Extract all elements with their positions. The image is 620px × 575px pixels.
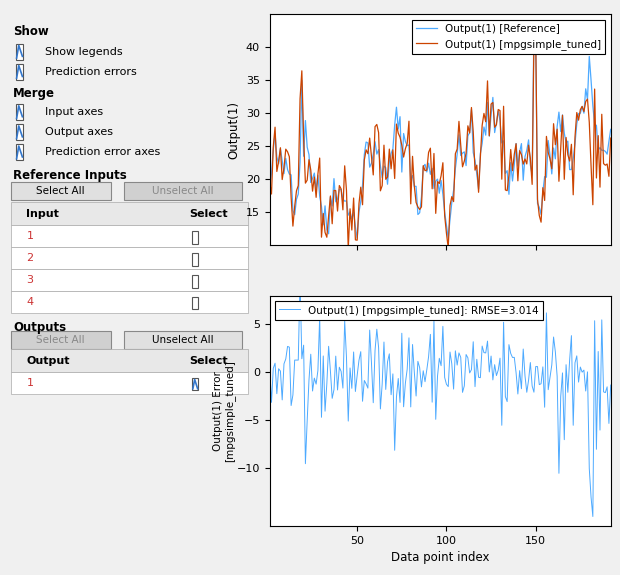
FancyBboxPatch shape (16, 44, 23, 60)
FancyBboxPatch shape (11, 331, 110, 349)
Output(1) [Reference] (463, 162, 470, 169)
Output(1) [mpgsimple_tuned] (345, 245, 352, 252)
Text: Output: Output (26, 355, 70, 366)
FancyBboxPatch shape (124, 331, 242, 349)
Line: Output(1) [mpgsimple_tuned]: Output(1) [mpgsimple_tuned] (270, 37, 611, 248)
Line: Output(1) [Reference]: Output(1) [Reference] (270, 28, 611, 238)
Text: Show: Show (13, 25, 49, 38)
Text: Output axes: Output axes (45, 127, 113, 137)
Text: 2: 2 (26, 253, 33, 263)
Output(1) [mpgsimple_tuned]: RMSE=3.014: (98, 4.8): RMSE=3.014: (98, 4.8) (439, 323, 446, 330)
Output(1) [Reference] (439, 191, 446, 198)
FancyBboxPatch shape (16, 104, 23, 120)
Output(1) [mpgsimple_tuned] (439, 159, 446, 166)
Text: Input axes: Input axes (45, 107, 103, 117)
Output(1) [Reference] (353, 235, 361, 242)
Text: Outputs: Outputs (13, 321, 66, 333)
Output(1) [mpgsimple_tuned] (307, 167, 314, 174)
Output(1) [mpgsimple_tuned]: RMSE=3.014: (122, 2.03): RMSE=3.014: (122, 2.03) (482, 350, 489, 356)
Output(1) [Reference] (530, 24, 538, 31)
Output(1) [Reference] (482, 132, 489, 139)
Output(1) [mpgsimple_tuned] (266, 179, 273, 186)
Output(1) [mpgsimple_tuned]: RMSE=3.014: (182, -15): RMSE=3.014: (182, -15) (589, 513, 596, 520)
FancyBboxPatch shape (11, 349, 248, 372)
Output(1) [Reference] (607, 126, 614, 133)
Output(1) [mpgsimple_tuned] (607, 135, 614, 141)
Text: Unselect All: Unselect All (153, 335, 214, 345)
Text: 4: 4 (26, 297, 33, 307)
FancyBboxPatch shape (192, 231, 198, 244)
Output(1) [Reference] (307, 179, 314, 186)
Text: Reference Inputs: Reference Inputs (13, 169, 127, 182)
Text: Show legends: Show legends (45, 47, 122, 57)
Output(1) [mpgsimple_tuned] (405, 118, 413, 125)
FancyBboxPatch shape (16, 64, 23, 80)
Line: Output(1) [mpgsimple_tuned]: RMSE=3.014: Output(1) [mpgsimple_tuned]: RMSE=3.014 (270, 280, 611, 516)
FancyBboxPatch shape (11, 202, 248, 225)
Output(1) [mpgsimple_tuned]: RMSE=3.014: (111, 1.87): RMSE=3.014: (111, 1.87) (463, 351, 470, 358)
Text: Unselect All: Unselect All (153, 186, 214, 196)
FancyBboxPatch shape (124, 182, 242, 200)
Output(1) [mpgsimple_tuned] (409, 153, 416, 160)
FancyBboxPatch shape (11, 372, 248, 394)
Output(1) [mpgsimple_tuned]: RMSE=3.014: (81, 2.91): RMSE=3.014: (81, 2.91) (409, 341, 416, 348)
FancyBboxPatch shape (192, 297, 198, 309)
Output(1) [mpgsimple_tuned]: RMSE=3.014: (18, 9.63): RMSE=3.014: (18, 9.63) (296, 277, 304, 283)
Output(1) [mpgsimple_tuned] (532, 33, 539, 40)
Output(1) [mpgsimple_tuned]: RMSE=3.014: (1, 0.535): RMSE=3.014: (1, 0.535) (266, 364, 273, 371)
Output(1) [mpgsimple_tuned]: RMSE=3.014: (79, 3.6): RMSE=3.014: (79, 3.6) (405, 335, 413, 342)
Text: 1: 1 (26, 378, 33, 388)
Text: Select: Select (190, 209, 228, 219)
FancyBboxPatch shape (11, 291, 248, 313)
FancyBboxPatch shape (11, 247, 248, 269)
FancyBboxPatch shape (16, 144, 23, 160)
Output(1) [Reference] (405, 141, 413, 148)
Output(1) [mpgsimple_tuned] (463, 150, 470, 157)
Output(1) [mpgsimple_tuned]: RMSE=3.014: (25, -1.93): RMSE=3.014: (25, -1.93) (309, 388, 316, 394)
Output(1) [mpgsimple_tuned]: RMSE=3.014: (192, -1.31): RMSE=3.014: (192, -1.31) (607, 382, 614, 389)
Text: Select All: Select All (37, 335, 85, 345)
FancyBboxPatch shape (11, 269, 248, 291)
Y-axis label: Output(1): Output(1) (228, 101, 241, 159)
Text: Prediction error axes: Prediction error axes (45, 147, 160, 158)
Output(1) [mpgsimple_tuned] (482, 118, 489, 125)
Legend: Output(1) [Reference], Output(1) [mpgsimple_tuned]: Output(1) [Reference], Output(1) [mpgsim… (412, 20, 606, 54)
FancyBboxPatch shape (16, 124, 23, 140)
Output(1) [Reference] (266, 183, 273, 190)
X-axis label: Data point index: Data point index (391, 551, 489, 565)
FancyBboxPatch shape (11, 182, 110, 200)
FancyBboxPatch shape (11, 225, 248, 247)
Legend: Output(1) [mpgsimple_tuned]: RMSE=3.014: Output(1) [mpgsimple_tuned]: RMSE=3.014 (275, 301, 543, 320)
Output(1) [Reference] (409, 172, 416, 179)
Text: 3: 3 (26, 275, 33, 285)
Text: Input: Input (26, 209, 60, 219)
Text: Merge: Merge (13, 87, 55, 99)
Text: Select: Select (190, 355, 228, 366)
FancyBboxPatch shape (192, 253, 198, 266)
FancyBboxPatch shape (192, 275, 198, 288)
Text: 1: 1 (26, 231, 33, 241)
FancyBboxPatch shape (192, 378, 198, 390)
Y-axis label: Output(1) Error
[mpgsimple_tuned]: Output(1) Error [mpgsimple_tuned] (213, 360, 235, 462)
Text: Select All: Select All (37, 186, 85, 196)
Text: Prediction errors: Prediction errors (45, 67, 136, 77)
